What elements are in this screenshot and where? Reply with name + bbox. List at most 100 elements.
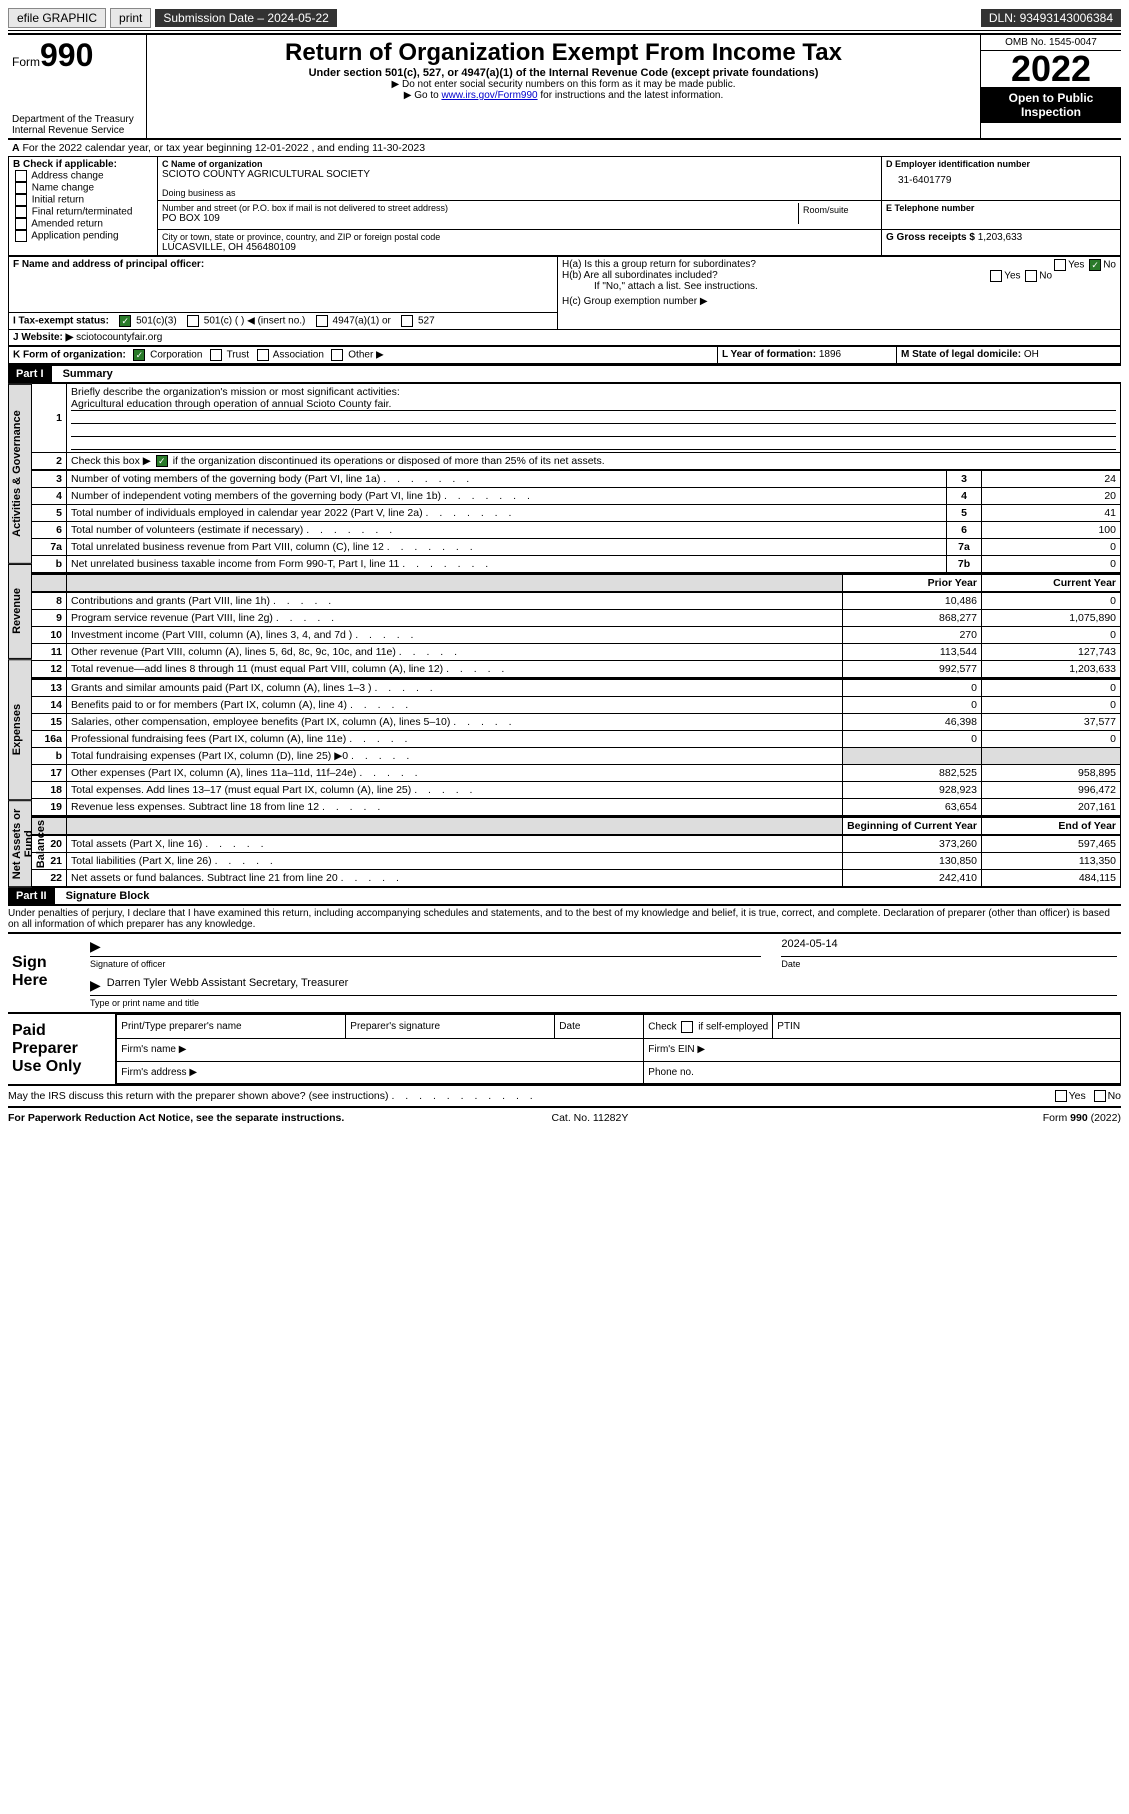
print-btn[interactable]: print [110, 8, 151, 28]
table-row: 11Other revenue (Part VIII, column (A), … [32, 644, 1121, 661]
part2-title: Signature Block [58, 890, 150, 902]
form-header: Form990 Department of the Treasury Inter… [8, 33, 1121, 140]
head-end: End of Year [982, 817, 1121, 835]
cb-assoc[interactable] [257, 349, 269, 361]
table-row: 15Salaries, other compensation, employee… [32, 714, 1121, 731]
table-row: 21Total liabilities (Part X, line 26) . … [32, 853, 1121, 870]
cb-hb-no[interactable] [1025, 270, 1037, 282]
block-e-label: E Telephone number [886, 203, 1116, 213]
phone-label: Phone no. [644, 1061, 1121, 1084]
tab-expenses: Expenses [8, 659, 32, 800]
block-f-label: F Name and address of principal officer: [13, 259, 553, 270]
website: sciotocountyfair.org [76, 332, 162, 343]
sign-block: Sign Here ▶ Signature of officer 2024-05… [8, 932, 1121, 1014]
declaration-text: Under penalties of perjury, I declare th… [8, 906, 1121, 932]
cb-initial-return[interactable] [15, 194, 27, 206]
city-label: City or town, state or province, country… [162, 232, 877, 242]
h-a: H(a) Is this a group return for subordin… [562, 259, 756, 270]
dba-label: Doing business as [162, 188, 877, 198]
cb-527[interactable] [401, 315, 413, 327]
domicile-state: OH [1024, 349, 1039, 360]
table-row: 4Number of independent voting members of… [32, 488, 1121, 505]
cb-ha-yes[interactable] [1054, 259, 1066, 271]
summary-section: Activities & Governance Revenue Expenses… [8, 384, 1121, 887]
cb-501c[interactable] [187, 315, 199, 327]
table-row: 19Revenue less expenses. Subtract line 1… [32, 799, 1121, 816]
cb-other[interactable] [331, 349, 343, 361]
table-row: 7aTotal unrelated business revenue from … [32, 539, 1121, 556]
page-footer: For Paperwork Reduction Act Notice, see … [8, 1108, 1121, 1124]
discuss-text: May the IRS discuss this return with the… [8, 1090, 389, 1102]
cb-app-pending[interactable] [15, 230, 27, 242]
table-row: 14Benefits paid to or for members (Part … [32, 697, 1121, 714]
room-label: Room/suite [803, 205, 873, 215]
top-bar: efile GRAPHIC print Submission Date – 20… [8, 8, 1121, 28]
cb-name-change[interactable] [15, 182, 27, 194]
part1-title: Summary [55, 368, 113, 380]
table-row: 6Total number of volunteers (estimate if… [32, 522, 1121, 539]
cb-501c3[interactable] [119, 315, 131, 327]
head-prior: Prior Year [843, 574, 982, 592]
cb-discuss-yes[interactable] [1055, 1090, 1067, 1102]
table-row: 9Program service revenue (Part VIII, lin… [32, 610, 1121, 627]
cb-4947[interactable] [316, 315, 328, 327]
table-row: 18Total expenses. Add lines 13–17 (must … [32, 782, 1121, 799]
table-row: 10Investment income (Part VIII, column (… [32, 627, 1121, 644]
table-row: bNet unrelated business taxable income f… [32, 556, 1121, 573]
h-b-note: If "No," attach a list. See instructions… [562, 281, 758, 292]
form-subtitle: Under section 501(c), 527, or 4947(a)(1)… [151, 67, 976, 79]
head-curr: Current Year [982, 574, 1121, 592]
block-d-label: D Employer identification number [886, 159, 1116, 169]
firm-addr-label: Firm's address ▶ [117, 1061, 644, 1084]
table-row: 22Net assets or fund balances. Subtract … [32, 870, 1121, 887]
dept-label: Department of the Treasury [12, 114, 142, 125]
org-name: SCIOTO COUNTY AGRICULTURAL SOCIETY [162, 169, 877, 180]
table-row: 20Total assets (Part X, line 16) . . . .… [32, 836, 1121, 853]
cb-discuss-no[interactable] [1094, 1090, 1106, 1102]
cb-ha-no[interactable] [1089, 259, 1101, 271]
officer-name: Darren Tyler Webb Assistant Secretary, T… [107, 977, 348, 995]
cb-hb-yes[interactable] [990, 270, 1002, 282]
table-row: 3Number of voting members of the governi… [32, 471, 1121, 488]
tax-year: 2022 [981, 51, 1121, 87]
form-label: Form [12, 55, 40, 69]
klm-block: K Form of organization: Corporation Trus… [8, 346, 1121, 365]
paid-h1: Print/Type preparer's name [117, 1015, 346, 1039]
table-row: bTotal fundraising expenses (Part IX, co… [32, 748, 1121, 765]
block-b-label: B Check if applicable: [13, 159, 153, 170]
cat-no: Cat. No. 11282Y [551, 1112, 628, 1124]
cb-amended[interactable] [15, 218, 27, 230]
block-j-label: J Website: ▶ [13, 332, 73, 343]
paid-preparer-label: Paid Preparer Use Only [8, 1014, 116, 1084]
irs-label: Internal Revenue Service [12, 125, 142, 136]
efile-btn[interactable]: efile GRAPHIC [8, 8, 106, 28]
form-title: Return of Organization Exempt From Incom… [151, 39, 976, 67]
sig-officer-label: Signature of officer [90, 959, 761, 969]
note-ssn: ▶ Do not enter social security numbers o… [151, 79, 976, 90]
paperwork-notice: For Paperwork Reduction Act Notice, see … [8, 1112, 344, 1124]
h-b: H(b) Are all subordinates included? [562, 270, 718, 281]
paid-preparer-block: Paid Preparer Use Only Print/Type prepar… [8, 1014, 1121, 1086]
cb-trust[interactable] [210, 349, 222, 361]
form-no-footer: Form 990 (2022) [1043, 1112, 1121, 1124]
cb-l2[interactable] [156, 455, 168, 467]
cb-address-change[interactable] [15, 170, 27, 182]
table-row: 12Total revenue—add lines 8 through 11 (… [32, 661, 1121, 678]
sig-name-label: Type or print name and title [90, 998, 1117, 1008]
sig-date-label: Date [781, 959, 1117, 969]
firm-name-label: Firm's name ▶ [117, 1038, 644, 1061]
submission-date: Submission Date – 2024-05-22 [155, 9, 336, 27]
cb-final-return[interactable] [15, 206, 27, 218]
cb-self-employed[interactable] [681, 1021, 693, 1033]
block-c-name-label: C Name of organization [162, 159, 877, 169]
cb-corp[interactable] [133, 349, 145, 361]
block-i-label: I Tax-exempt status: [13, 316, 109, 327]
sign-here-label: Sign Here [8, 934, 86, 1012]
table-row: 17Other expenses (Part IX, column (A), l… [32, 765, 1121, 782]
sign-date: 2024-05-14 [781, 938, 837, 956]
form990-link[interactable]: www.irs.gov/Form990 [441, 90, 537, 101]
paid-h3: Date [555, 1015, 644, 1039]
table-row: 5Total number of individuals employed in… [32, 505, 1121, 522]
form-number: 990 [40, 37, 93, 73]
block-k-label: K Form of organization: [13, 350, 126, 361]
